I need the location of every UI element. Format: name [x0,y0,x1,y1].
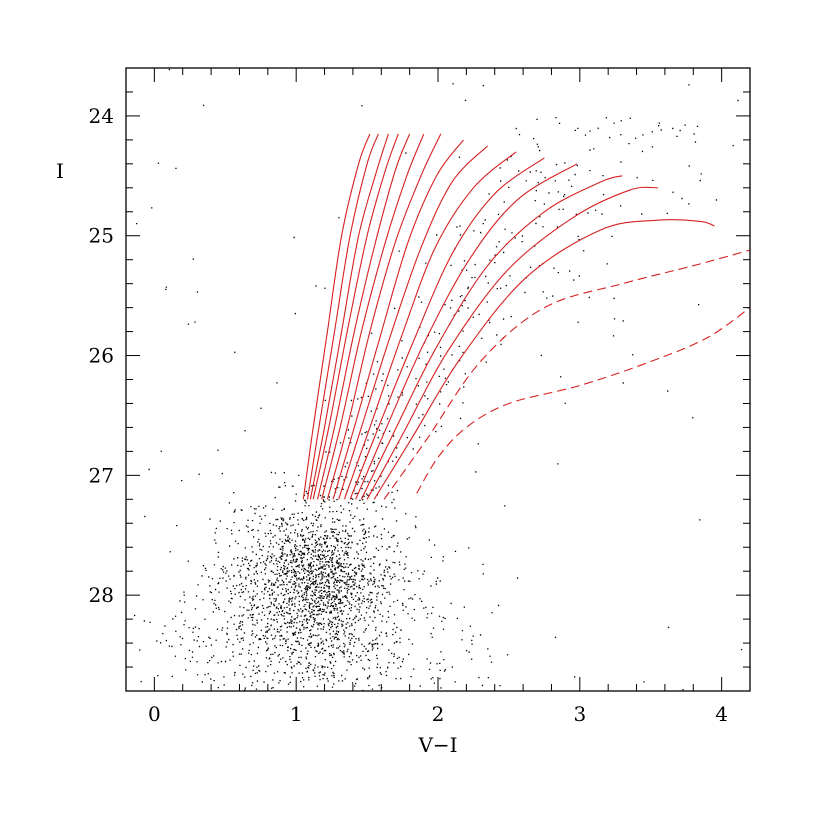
isochrone-line-7 [326,133,442,500]
isochrone-line-10 [343,151,517,500]
x-tick-label: 3 [573,702,586,726]
isochrone-line-16 [383,249,750,500]
isochrone-line-4 [312,133,399,500]
x-tick-label: 0 [148,702,161,726]
isochrone-line-2 [306,133,379,500]
isochrone-line-3 [309,133,389,500]
x-tick-label: 2 [432,702,445,726]
isochrone-line-13 [360,175,623,500]
isochrone-line-8 [332,139,464,500]
x-tick-label: 4 [715,702,728,726]
isochrone-line-14 [366,186,658,500]
data-points [134,68,743,691]
isochrone-line-5 [316,133,411,500]
y-tick-label: 28 [89,583,114,607]
isochrone-line-11 [349,157,545,500]
y-tick-labels: 24 25 26 27 28 [89,104,114,607]
axis-ticks [125,67,751,692]
y-tick-label: 26 [89,344,114,368]
y-tick-label: 25 [89,224,114,248]
y-tick-label: 24 [89,104,114,128]
isochrone-line-15 [373,219,715,500]
x-tick-label: 1 [290,702,303,726]
isochrone-line-17 [416,307,750,494]
x-axis-label: V−I [417,733,457,757]
scatter-points [134,68,743,691]
x-tick-labels: 0 1 2 3 4 [148,702,728,726]
y-tick-label: 27 [89,463,114,487]
isochrone-curves [302,133,750,500]
y-axis-label: I [56,159,64,183]
isochrone-line-12 [355,163,578,500]
isochrone-line-9 [338,145,488,500]
isochrone-line-6 [321,133,425,500]
isochrone-line-1 [302,133,371,500]
